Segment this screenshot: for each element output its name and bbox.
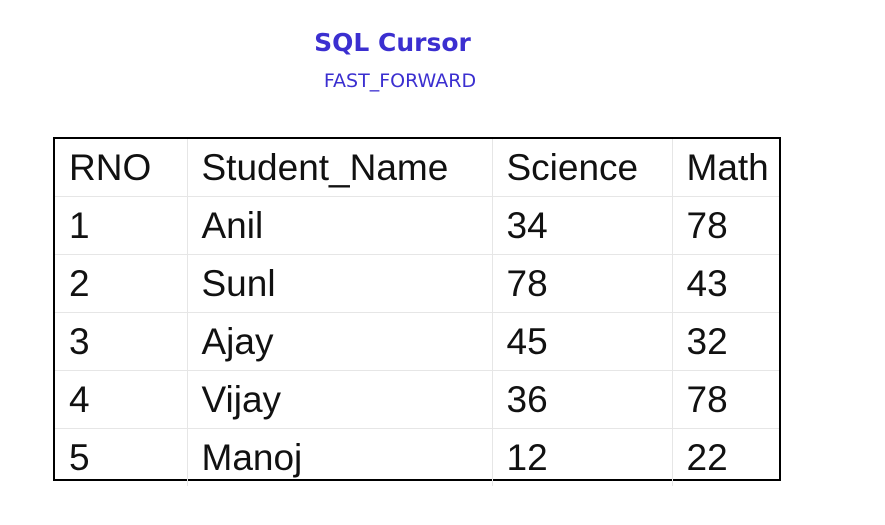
cell-rno: 2: [55, 254, 188, 313]
cell-student-name: Vijay: [186, 370, 493, 429]
cell-student-name: Sunl: [186, 254, 493, 313]
cell-math: 22: [671, 428, 779, 486]
cell-rno: 1: [55, 196, 188, 255]
cell-science: 36: [491, 370, 673, 429]
header-row: RNO Student_Name Science Math: [55, 139, 779, 197]
results-grid: RNO Student_Name Science Math 1 Anil 34 …: [53, 137, 781, 486]
cell-rno: 5: [55, 428, 188, 486]
table-row: 3 Ajay 45 32: [55, 312, 779, 371]
table-row: 5 Manoj 12 22: [55, 428, 779, 486]
column-header-rno: RNO: [55, 139, 188, 197]
page-subtitle: FAST_FORWARD: [323, 70, 477, 92]
cell-science: 45: [491, 312, 673, 371]
cell-student-name: Manoj: [186, 428, 493, 486]
column-header-student-name: Student_Name: [186, 139, 493, 197]
page-title: SQL Cursor: [314, 28, 471, 57]
cell-science: 78: [491, 254, 673, 313]
cell-science: 34: [491, 196, 673, 255]
cell-math: 78: [671, 370, 779, 429]
cell-math: 78: [671, 196, 779, 255]
column-header-science: Science: [491, 139, 673, 197]
cell-student-name: Ajay: [186, 312, 493, 371]
cell-science: 12: [491, 428, 673, 486]
cell-rno: 3: [55, 312, 188, 371]
cell-math: 32: [671, 312, 779, 371]
cell-student-name: Anil: [186, 196, 493, 255]
column-header-math: Math: [671, 139, 779, 197]
table-row: 2 Sunl 78 43: [55, 254, 779, 313]
cell-math: 43: [671, 254, 779, 313]
results-table: RNO Student_Name Science Math 1 Anil 34 …: [55, 139, 779, 486]
cell-rno: 4: [55, 370, 188, 429]
table-row: 1 Anil 34 78: [55, 196, 779, 255]
table-row: 4 Vijay 36 78: [55, 370, 779, 429]
